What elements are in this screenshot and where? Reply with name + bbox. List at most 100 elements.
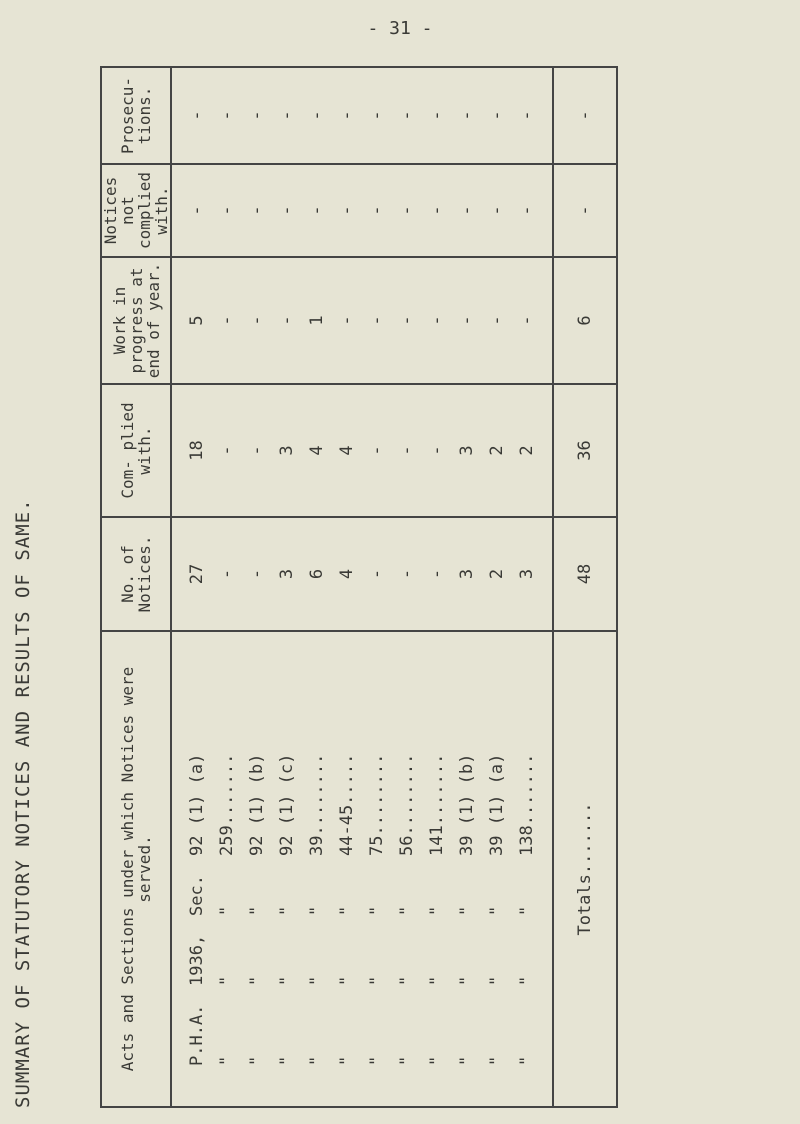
summary-table: Acts and Sections under which Notices we… (100, 66, 618, 1108)
page-number: - 31 - (367, 18, 433, 39)
cell-not-complied: - (247, 205, 267, 216)
act-section: 75........ (367, 753, 387, 856)
page-title: SUMMARY OF STATUTORY NOTICES AND RESULTS… (12, 498, 34, 1108)
cell-complied: 3 (277, 445, 297, 456)
act-sec: " (337, 905, 357, 916)
cell-prosecutions: - (337, 110, 357, 121)
act-section-entry: " " " 141....... (427, 632, 447, 1066)
cell-not-complied: - (307, 205, 327, 216)
cell-notices: 4 (337, 568, 357, 580)
act-act: " (487, 1055, 507, 1066)
act-act: P.H.A. (187, 1004, 207, 1066)
notices-column: 27- -3 6 4- - -3 2 3 (171, 517, 553, 631)
cell-prosecutions: - (247, 110, 267, 121)
cell-notices: - (247, 568, 267, 580)
act-act: " (247, 1055, 267, 1066)
acts-column: P.H.A. 1936, Sec. 92 (1) (a) " " " 259....... " "… (171, 631, 553, 1107)
act-act: " (397, 1055, 417, 1066)
cell-work: - (517, 315, 537, 326)
cell-complied: - (397, 445, 417, 456)
header-notices: No. of Notices. (101, 517, 171, 631)
act-sec: " (457, 905, 477, 916)
cell-work: - (367, 315, 387, 326)
cell-not-complied: - (187, 205, 207, 216)
summary-table-frame: Acts and Sections under which Notices we… (100, 67, 617, 1108)
cell-complied: 2 (487, 445, 507, 456)
header-acts: Acts and Sections under which Notices we… (101, 631, 171, 1107)
act-section-entry: " " " 44-45..... (337, 632, 357, 1066)
cell-notices: 27 (187, 563, 207, 585)
act-year: " (457, 975, 477, 986)
act-year: " (247, 975, 267, 986)
cell-notices: - (217, 568, 237, 580)
total-work: 6 (553, 257, 617, 384)
cell-not-complied: - (217, 205, 237, 216)
cell-prosecutions: - (277, 110, 297, 121)
cell-work: - (277, 315, 297, 326)
cell-prosecutions: - (367, 110, 387, 121)
act-year: 1936, (187, 934, 207, 986)
cell-not-complied: - (337, 205, 357, 216)
act-section-entry: " " " 39 (1) (b) (457, 632, 477, 1066)
act-act: " (517, 1055, 537, 1066)
cell-prosecutions: - (217, 110, 237, 121)
header-not-complied: Notices not complied with. (101, 164, 171, 257)
act-year: " (517, 975, 537, 986)
cell-work: - (247, 315, 267, 326)
act-sec: " (247, 905, 267, 916)
cell-notices: 3 (277, 568, 297, 580)
cell-work: 1 (307, 315, 327, 326)
act-section: 259....... (217, 753, 237, 856)
cell-work: - (337, 315, 357, 326)
cell-complied: - (427, 445, 447, 456)
cell-not-complied: - (427, 205, 447, 216)
act-section: 138....... (517, 753, 537, 856)
cell-work: - (457, 315, 477, 326)
cell-not-complied: - (367, 205, 387, 216)
cell-notices: 6 (307, 568, 327, 580)
act-section-entry: P.H.A. 1936, Sec. 92 (1) (a) (187, 632, 207, 1066)
act-section: 92 (1) (a) (187, 753, 207, 856)
cell-not-complied: - (517, 205, 537, 216)
act-sec: " (217, 905, 237, 916)
act-section-entry: " " " 92 (1) (b) (247, 632, 267, 1066)
cell-prosecutions: - (307, 110, 327, 121)
not-complied-column: ------------ (171, 164, 553, 257)
cell-work: - (397, 315, 417, 326)
cell-complied: 2 (517, 445, 537, 456)
act-section-entry: " " " 92 (1) (c) (277, 632, 297, 1066)
act-section-entry: " " " 75........ (367, 632, 387, 1066)
cell-work: - (217, 315, 237, 326)
act-sec: " (427, 905, 447, 916)
act-year: " (397, 975, 417, 986)
act-section-entry: " " " 39........ (307, 632, 327, 1066)
act-section-entry: " " " 56........ (397, 632, 417, 1066)
work-column: 5---1------- (171, 257, 553, 384)
act-sec: " (307, 905, 327, 916)
cell-work: 5 (187, 315, 207, 326)
cell-notices: 3 (517, 568, 537, 580)
cell-notices: - (427, 568, 447, 580)
cell-work: - (487, 315, 507, 326)
act-act: " (367, 1055, 387, 1066)
cell-work: - (427, 315, 447, 326)
header-complied: Com- plied with. (101, 384, 171, 517)
act-year: " (337, 975, 357, 986)
cell-notices: 3 (457, 568, 477, 580)
act-section: 92 (1) (c) (277, 753, 297, 856)
cell-notices: - (367, 568, 387, 580)
cell-notices: 2 (487, 568, 507, 580)
act-year: " (367, 975, 387, 986)
total-prosecutions: - (553, 67, 617, 164)
act-section: 141....... (427, 753, 447, 856)
cell-complied: 4 (337, 445, 357, 456)
act-sec: " (367, 905, 387, 916)
act-year: " (307, 975, 327, 986)
act-act: " (457, 1055, 477, 1066)
act-section-entry: " " " 259....... (217, 632, 237, 1066)
act-sec: " (277, 905, 297, 916)
act-sec: " (517, 905, 537, 916)
act-section: 44-45..... (337, 753, 357, 856)
act-sec: " (397, 905, 417, 916)
